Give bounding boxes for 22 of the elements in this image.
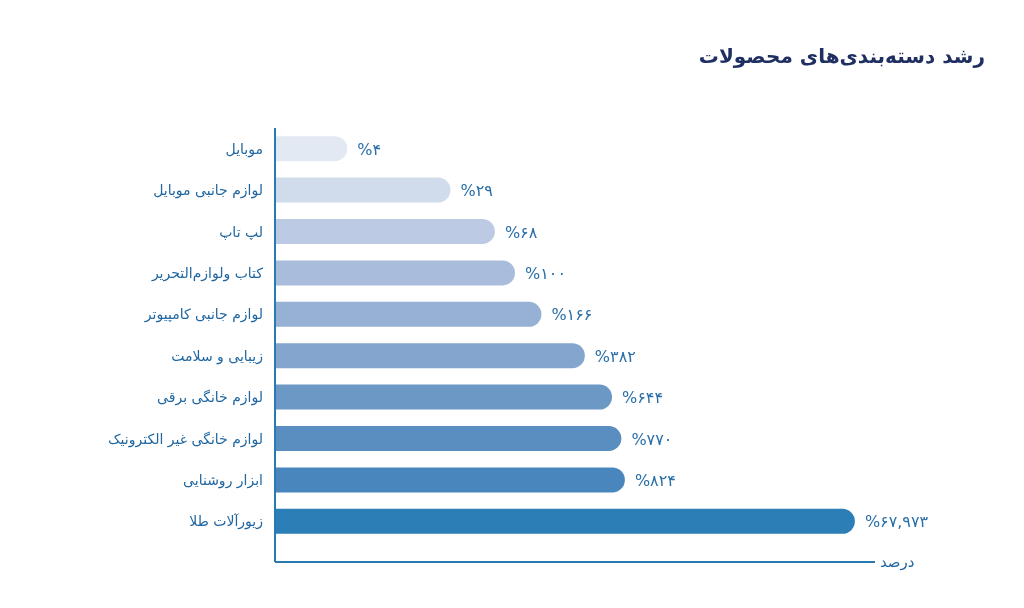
y-tick-label: ابزار روشنایی: [183, 471, 263, 489]
y-tick-label: زیبایی و سلامت: [171, 347, 263, 365]
data-label: %۱۰۰: [525, 263, 566, 283]
y-tick-label: لوازم جانبی کامپیوتر: [143, 306, 263, 324]
data-label: %۲۹: [460, 181, 493, 201]
data-label: %۷۷۰: [631, 429, 673, 449]
y-tick-label: زیورآلات طلا: [189, 513, 263, 531]
data-label: %۶۴۴: [622, 388, 664, 408]
data-label: %۳۸۲: [594, 346, 636, 366]
y-tick-label: موبایل: [225, 140, 263, 158]
y-tick-label: لپ تاپ: [219, 223, 263, 241]
y-tick-label: لوازم خانگی برقی: [157, 389, 263, 407]
data-label: %۸۲۴: [634, 470, 676, 490]
y-tick-label: لوازم جانبی موبایل: [153, 182, 263, 200]
text: درصد: [880, 553, 915, 571]
data-label: %۴: [357, 139, 382, 159]
data-label: %۶۸: [504, 222, 538, 242]
y-tick-label: کتاب ولوازم‌التحریر: [150, 264, 264, 282]
data-label: %۶۷,۹۷۳: [864, 512, 929, 532]
y-tick-label: لوازم خانگی غیر الکترونیک: [108, 430, 263, 448]
chart-title: رشد دسته‌بندی‌های محصولات: [698, 44, 985, 68]
data-label: %۱۶۶: [551, 305, 593, 325]
